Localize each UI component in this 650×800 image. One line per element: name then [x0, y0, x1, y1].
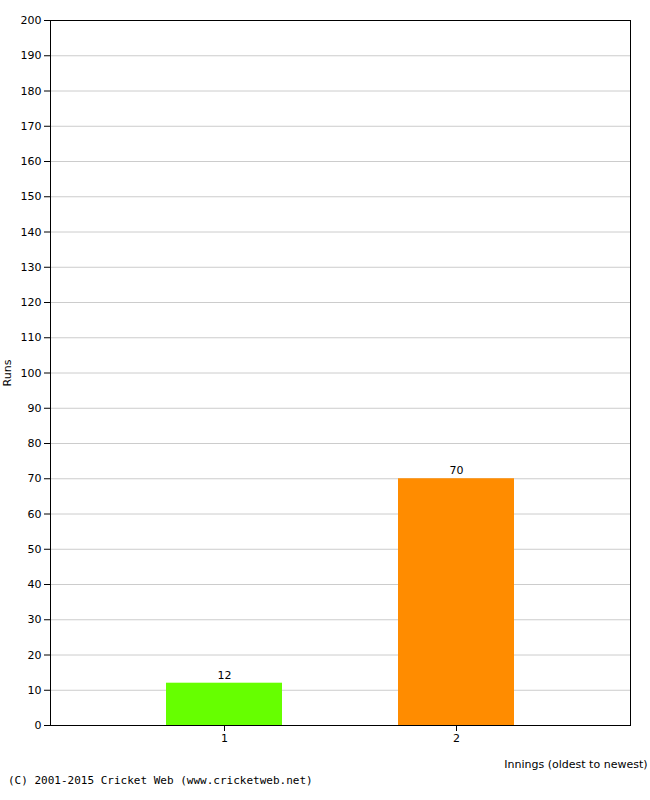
svg-text:140: 140 [21, 226, 42, 239]
svg-text:0: 0 [35, 719, 42, 732]
svg-text:60: 60 [28, 508, 42, 521]
html-text:(C) 2001-2015 Cricket Web (www: (C) 2001-2015 Cricket Web (www.cricketwe… [8, 774, 313, 787]
svg-text:150: 150 [21, 190, 42, 203]
svg-text:100: 100 [21, 367, 42, 380]
svg-text:30: 30 [28, 613, 42, 626]
svg-text:90: 90 [28, 402, 42, 415]
svg-text:50: 50 [28, 543, 42, 556]
svg-text:1: 1 [221, 732, 228, 745]
svg-text:12: 12 [218, 669, 232, 682]
svg-text:70: 70 [28, 472, 42, 485]
svg-text:10: 10 [28, 684, 42, 697]
svg-text:170: 170 [21, 120, 42, 133]
svg-text:Runs: Runs [1, 359, 14, 386]
svg-text:160: 160 [21, 155, 42, 168]
svg-text:70: 70 [450, 464, 464, 477]
svg-text:Innings (oldest to newest): Innings (oldest to newest) [504, 758, 647, 771]
svg-text:130: 130 [21, 261, 42, 274]
svg-text:190: 190 [21, 49, 42, 62]
svg-text:20: 20 [28, 649, 42, 662]
svg-text:180: 180 [21, 85, 42, 98]
svg-text:2: 2 [453, 732, 460, 745]
svg-text:40: 40 [28, 578, 42, 591]
svg-text:200: 200 [21, 14, 42, 27]
svg-text:110: 110 [21, 331, 42, 344]
svg-text:120: 120 [21, 296, 42, 309]
svg-text:80: 80 [28, 437, 42, 450]
